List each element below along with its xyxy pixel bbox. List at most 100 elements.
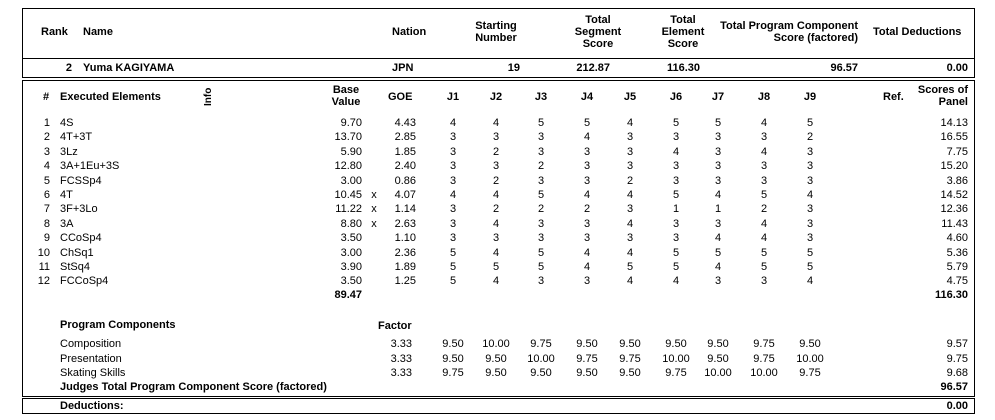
component-name: Presentation xyxy=(60,353,122,365)
component-judge-score-j5: 9.75 xyxy=(619,353,641,365)
element-judge-score-j3: 3 xyxy=(537,146,545,158)
element-judge-score-j3: 5 xyxy=(537,261,545,273)
component-factor: 3.33 xyxy=(390,367,412,379)
element-judge-score-j2: 3 xyxy=(492,232,500,244)
judge-header-3: J3 xyxy=(534,91,548,103)
judge-header-8: J8 xyxy=(757,91,771,103)
skater-starting-number: 19 xyxy=(507,62,520,74)
element-number: 1 xyxy=(43,117,50,129)
component-judge-score-j2: 9.50 xyxy=(485,353,507,365)
element-code: 4T xyxy=(60,189,73,201)
element-judge-score-j2: 4 xyxy=(492,275,500,287)
component-judge-score-j9: 9.50 xyxy=(799,338,821,350)
element-base-value: 3.50 xyxy=(340,275,362,287)
element-judge-score-j8: 3 xyxy=(760,160,768,172)
element-judge-score-j5: 4 xyxy=(626,218,634,230)
total-deductions-header: Total Deductions xyxy=(873,26,962,38)
element-base-value: 5.90 xyxy=(340,146,362,158)
element-judge-score-j6: 5 xyxy=(672,189,680,201)
element-panel-score: 12.36 xyxy=(940,203,968,215)
element-judge-score-j1: 5 xyxy=(449,275,457,287)
component-judge-score-j9: 10.00 xyxy=(796,353,824,365)
judge-header-7: J7 xyxy=(711,91,725,103)
element-bonus-marker: x xyxy=(371,203,377,215)
skater-rank: 2 xyxy=(65,62,72,74)
component-judge-score-j8: 9.75 xyxy=(753,338,775,350)
element-judge-score-j9: 3 xyxy=(806,160,814,172)
element-base-value: 3.00 xyxy=(340,247,362,259)
total-pcs-header: Total Program Component Score (factored) xyxy=(720,20,858,44)
element-bonus-marker: x xyxy=(371,218,377,230)
judges-total-pcs-label: Judges Total Program Component Score (fa… xyxy=(60,381,327,393)
skater-total-pcs: 96.57 xyxy=(830,62,858,74)
element-judge-score-j8: 5 xyxy=(760,247,768,259)
element-panel-score: 7.75 xyxy=(946,146,968,158)
element-number: 12 xyxy=(37,275,50,287)
base-value-header: Base Value xyxy=(331,84,361,108)
element-judge-score-j9: 3 xyxy=(806,218,814,230)
component-judge-score-j3: 9.75 xyxy=(530,338,552,350)
element-panel-score: 4.75 xyxy=(946,275,968,287)
name-header: Name xyxy=(83,26,113,38)
element-judge-score-j7: 1 xyxy=(714,203,722,215)
element-judge-score-j5: 4 xyxy=(626,189,634,201)
element-judge-score-j8: 4 xyxy=(760,146,768,158)
element-judge-score-j9: 3 xyxy=(806,146,814,158)
judge-header-1: J1 xyxy=(446,91,460,103)
element-judge-score-j7: 4 xyxy=(714,261,722,273)
element-goe: 1.14 xyxy=(394,203,416,215)
element-code: FCCoSp4 xyxy=(60,275,109,287)
deductions-value: 0.00 xyxy=(946,400,968,412)
skater-total-deductions: 0.00 xyxy=(946,62,968,74)
component-judge-score-j2: 10.00 xyxy=(482,338,510,350)
judge-header-9: J9 xyxy=(803,91,817,103)
total-element-score-header: Total Element Score xyxy=(661,14,705,50)
element-number: 5 xyxy=(43,175,50,187)
element-judge-score-j6: 3 xyxy=(672,160,680,172)
element-judge-score-j9: 2 xyxy=(806,131,814,143)
element-judge-score-j4: 4 xyxy=(583,247,591,259)
component-judge-score-j1: 9.50 xyxy=(442,353,464,365)
element-judge-score-j3: 5 xyxy=(537,247,545,259)
component-judge-score-j1: 9.50 xyxy=(442,338,464,350)
element-judge-score-j6: 4 xyxy=(672,275,680,287)
skater-total-segment-score: 212.87 xyxy=(576,62,610,74)
element-judge-score-j4: 3 xyxy=(583,275,591,287)
component-judge-score-j5: 9.50 xyxy=(619,338,641,350)
element-judge-score-j8: 3 xyxy=(760,275,768,287)
element-judge-score-j4: 4 xyxy=(583,261,591,273)
element-goe: 2.36 xyxy=(394,247,416,259)
element-judge-score-j2: 4 xyxy=(492,117,500,129)
num-header: # xyxy=(43,91,50,103)
component-judge-score-j6: 9.75 xyxy=(665,367,687,379)
element-judge-score-j9: 3 xyxy=(806,232,814,244)
starting-number-header: Starting Number xyxy=(475,20,517,44)
element-judge-score-j7: 4 xyxy=(714,189,722,201)
judge-header-4: J4 xyxy=(580,91,594,103)
executed-elements-header: Executed Elements xyxy=(60,91,161,103)
component-score: 9.57 xyxy=(946,338,968,350)
component-name: Composition xyxy=(60,338,122,350)
base-value-total: 89.47 xyxy=(334,289,362,301)
skater-nation: JPN xyxy=(392,62,414,74)
element-panel-score: 16.55 xyxy=(940,131,968,143)
element-judge-score-j7: 4 xyxy=(714,232,722,244)
element-judge-score-j9: 3 xyxy=(806,175,814,187)
element-judge-score-j4: 2 xyxy=(583,203,591,215)
element-panel-score: 11.43 xyxy=(941,218,968,230)
element-code: 4S xyxy=(60,117,74,129)
element-judge-score-j1: 4 xyxy=(449,189,457,201)
element-judge-score-j3: 3 xyxy=(537,131,545,143)
element-judge-score-j1: 5 xyxy=(449,247,457,259)
element-judge-score-j8: 3 xyxy=(760,131,768,143)
element-base-value: 10.45 xyxy=(334,189,362,201)
element-judge-score-j8: 4 xyxy=(760,218,768,230)
element-judge-score-j7: 3 xyxy=(714,218,722,230)
element-base-value: 3.50 xyxy=(340,232,362,244)
header-divider xyxy=(22,58,975,59)
element-goe: 2.85 xyxy=(394,131,416,143)
element-judge-score-j3: 3 xyxy=(537,275,545,287)
element-base-value: 3.90 xyxy=(340,261,362,273)
element-judge-score-j5: 3 xyxy=(626,203,634,215)
component-factor: 3.33 xyxy=(390,338,412,350)
